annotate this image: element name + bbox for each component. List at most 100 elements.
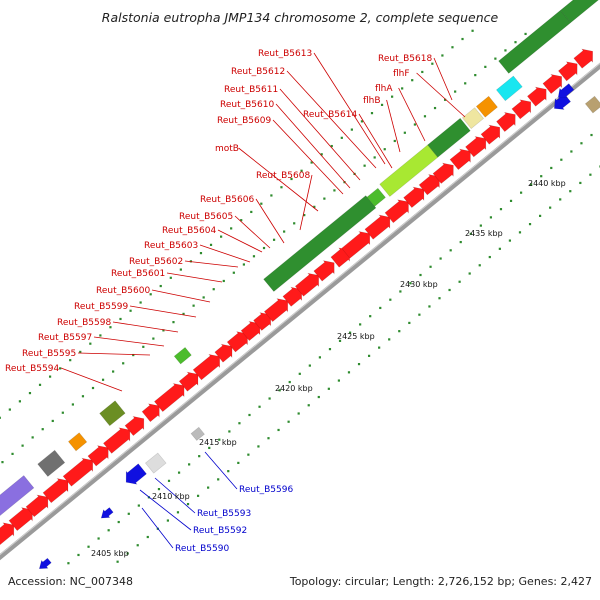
cds-arrow <box>542 73 563 95</box>
leader-line <box>154 477 196 514</box>
tick-mark <box>469 232 472 235</box>
cds-arrow <box>226 331 248 353</box>
feature-orange <box>475 95 498 118</box>
cds-arrow <box>263 298 289 323</box>
tick-mark <box>401 87 404 90</box>
label-leader-lines <box>60 52 466 549</box>
tick-mark <box>569 190 572 193</box>
tick-mark <box>323 197 326 200</box>
feature-tan <box>584 95 600 114</box>
tick-mark <box>162 329 165 332</box>
leader-line <box>299 174 313 231</box>
gene-label-upper: Reut_B5613 <box>258 49 312 59</box>
tick-mark <box>51 419 54 423</box>
feature-light-grey <box>144 452 167 474</box>
tick-mark <box>209 243 213 246</box>
tick-mark <box>262 246 266 250</box>
tick-mark <box>418 313 421 316</box>
summary-text: Topology: circular; Length: 2,726,152 bp… <box>289 575 592 588</box>
tick-mark <box>398 330 401 333</box>
cds-arrow <box>403 186 425 209</box>
tick-mark <box>31 436 34 439</box>
gene-label-upper: Reut_B5608 <box>256 171 310 181</box>
tick-mark <box>449 249 452 252</box>
tick-mark <box>373 156 376 159</box>
tick-mark <box>303 213 306 217</box>
leader-line <box>166 272 223 283</box>
tick-mark <box>443 98 447 101</box>
leader-line <box>238 147 319 212</box>
tick-mark <box>499 208 503 211</box>
tick-mark <box>378 346 381 349</box>
tick-mark <box>310 161 313 164</box>
tick-mark <box>280 186 283 189</box>
cds-arrow <box>141 403 160 423</box>
tick-mark <box>207 486 210 489</box>
tick-mark <box>41 428 44 431</box>
tick-mark <box>478 264 481 267</box>
gene-label-upper: Reut_B5618 <box>378 54 432 64</box>
gene-label-upper: Reut_B5595 <box>22 349 76 359</box>
tick-mark <box>176 511 180 514</box>
tick-mark <box>408 321 411 325</box>
backbone-highlight <box>0 62 600 556</box>
tick-mark <box>159 284 162 288</box>
tick-mark <box>383 148 386 151</box>
tick-mark <box>217 478 220 481</box>
tick-mark <box>28 391 32 395</box>
tick-mark <box>438 297 441 300</box>
position-label: 2430 kbp <box>400 280 438 289</box>
leader-line <box>60 367 123 392</box>
leader-line <box>93 336 165 347</box>
gene-label-upper: flhF <box>393 69 410 79</box>
tick-mark <box>166 519 169 522</box>
tick-mark <box>99 334 102 337</box>
backbone-line <box>0 62 600 561</box>
position-label: 2405 kbp <box>91 549 129 558</box>
tick-mark <box>290 177 293 181</box>
tick-mark <box>132 353 135 357</box>
tick-mark <box>240 219 243 222</box>
cds-arrow <box>253 312 272 331</box>
tick-mark <box>149 293 152 296</box>
leader-line <box>204 451 238 490</box>
tick-mark <box>139 301 142 304</box>
tick-mark <box>250 210 253 214</box>
feature-green-flh <box>427 117 471 158</box>
cds-arrow <box>25 494 49 518</box>
tick-mark <box>589 173 592 176</box>
cds-arrow <box>0 522 15 546</box>
map-title: Ralstonia eutropha JMP134 chromosome 2, … <box>101 10 499 25</box>
tick-mark <box>464 82 467 85</box>
tick-mark <box>549 206 552 209</box>
tick-mark <box>428 305 431 308</box>
cds-arrow <box>214 343 233 363</box>
position-label: 2440 kbp <box>528 179 566 188</box>
tick-mark <box>413 123 417 126</box>
cds-arrow <box>240 320 261 342</box>
tick-mark <box>18 400 22 403</box>
tick-mark <box>126 552 129 555</box>
tick-mark <box>167 479 171 482</box>
tick-mark <box>514 41 517 44</box>
tick-mark <box>338 339 342 342</box>
tick-mark <box>267 437 270 440</box>
accession-text: Accession: NC_007348 <box>8 575 134 588</box>
tick-mark <box>399 290 402 293</box>
tick-mark <box>8 408 11 411</box>
tick-mark <box>409 282 412 285</box>
tick-mark <box>152 337 155 340</box>
gene-label-lower: Reut_B5590 <box>175 544 229 554</box>
leader-line <box>112 321 179 333</box>
tick-mark <box>67 562 70 565</box>
tick-mark <box>419 273 422 277</box>
tick-mark <box>388 338 391 341</box>
tick-mark <box>260 202 263 205</box>
gene-label-upper: Reut_B5601 <box>111 269 165 279</box>
tick-mark <box>429 265 432 268</box>
feature-green <box>366 187 386 207</box>
leader-line <box>141 507 174 549</box>
tick-mark <box>540 175 543 178</box>
tick-mark <box>287 420 290 423</box>
